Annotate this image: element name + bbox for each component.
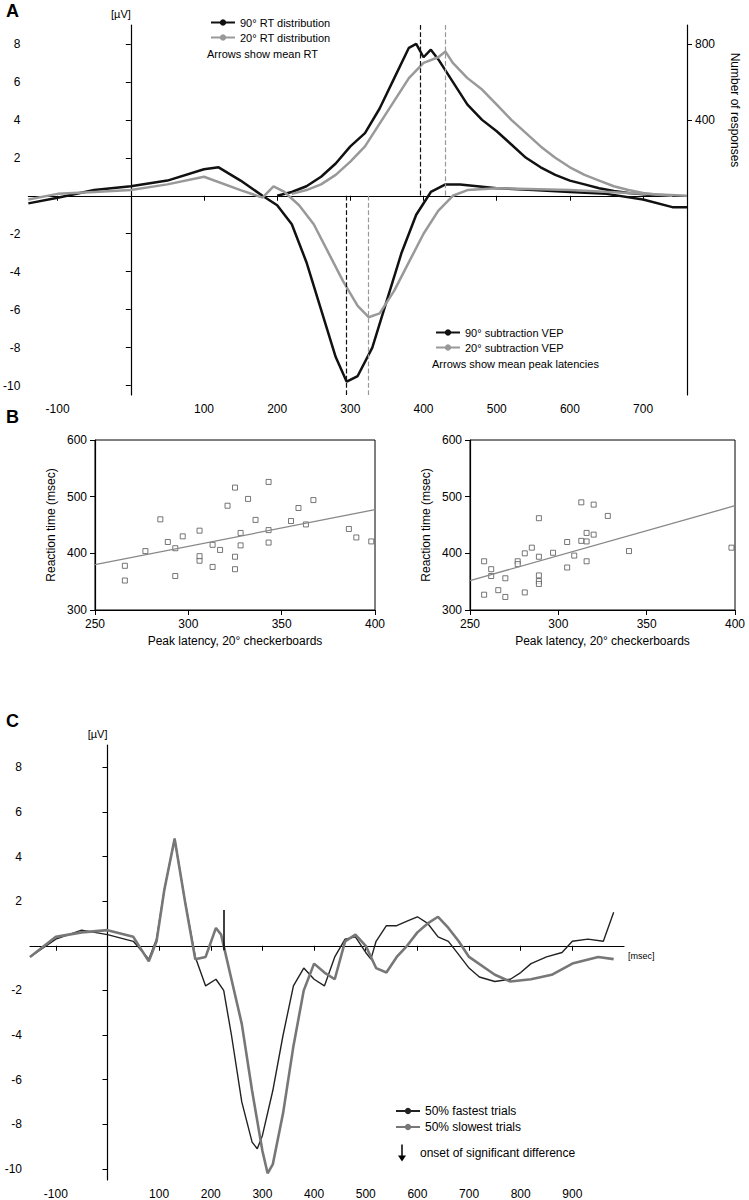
svg-text:8: 8 <box>14 37 21 51</box>
svg-text:250: 250 <box>85 617 105 631</box>
svg-text:onset of significant differenc: onset of significant difference <box>420 1146 576 1160</box>
svg-text:200: 200 <box>201 1187 221 1200</box>
svg-text:4: 4 <box>14 113 21 127</box>
svg-text:2: 2 <box>15 894 22 908</box>
svg-text:C: C <box>6 711 19 731</box>
svg-text:Reaction time (msec): Reaction time (msec) <box>419 468 433 581</box>
svg-text:6: 6 <box>15 805 22 819</box>
svg-text:500: 500 <box>356 1187 376 1200</box>
svg-text:6: 6 <box>14 75 21 89</box>
svg-text:A: A <box>6 1 19 21</box>
svg-text:300: 300 <box>442 603 462 617</box>
svg-text:350: 350 <box>637 617 657 631</box>
svg-text:50% fastest trials: 50% fastest trials <box>425 1104 516 1118</box>
svg-text:-10: -10 <box>3 379 21 393</box>
svg-text:800: 800 <box>511 1187 531 1200</box>
svg-text:100: 100 <box>194 402 214 416</box>
svg-text:400: 400 <box>365 617 385 631</box>
svg-text:-2: -2 <box>11 983 22 997</box>
svg-text:400: 400 <box>67 546 87 560</box>
svg-text:Arrows show mean peak latencie: Arrows show mean peak latencies <box>432 358 599 370</box>
svg-text:20° subtraction VEP: 20° subtraction VEP <box>465 342 564 354</box>
svg-text:700: 700 <box>459 1187 479 1200</box>
svg-text:4: 4 <box>15 850 22 864</box>
svg-text:[msec]: [msec] <box>628 951 655 961</box>
svg-text:Reaction time (msec): Reaction time (msec) <box>44 468 58 581</box>
svg-text:8: 8 <box>15 760 22 774</box>
svg-text:Number of responses: Number of responses <box>728 53 742 168</box>
svg-text:-6: -6 <box>11 1073 22 1087</box>
svg-text:[µV]: [µV] <box>88 728 108 740</box>
svg-text:100: 100 <box>149 1187 169 1200</box>
svg-text:90° subtraction VEP: 90° subtraction VEP <box>465 327 564 339</box>
svg-text:90° RT distribution: 90° RT distribution <box>240 17 330 29</box>
svg-text:400: 400 <box>725 617 745 631</box>
svg-text:400: 400 <box>304 1187 324 1200</box>
svg-text:300: 300 <box>340 402 360 416</box>
svg-text:-6: -6 <box>10 303 21 317</box>
svg-text:600: 600 <box>67 433 87 447</box>
svg-text:600: 600 <box>407 1187 427 1200</box>
svg-text:600: 600 <box>442 433 462 447</box>
svg-text:50% slowest trials: 50% slowest trials <box>425 1120 521 1134</box>
svg-text:-100: -100 <box>44 1187 68 1200</box>
svg-text:-8: -8 <box>11 1117 22 1131</box>
svg-text:300: 300 <box>67 603 87 617</box>
svg-text:B: B <box>6 407 19 427</box>
svg-text:400: 400 <box>442 546 462 560</box>
svg-text:-100: -100 <box>46 402 70 416</box>
svg-text:Peak latency, 20° checkerboard: Peak latency, 20° checkerboards <box>148 634 323 648</box>
svg-text:600: 600 <box>560 402 580 416</box>
svg-text:500: 500 <box>442 490 462 504</box>
svg-text:[µV]: [µV] <box>111 8 131 20</box>
svg-text:800: 800 <box>695 37 715 51</box>
svg-text:-4: -4 <box>11 1028 22 1042</box>
svg-text:-2: -2 <box>10 227 21 241</box>
svg-text:300: 300 <box>252 1187 272 1200</box>
svg-text:-4: -4 <box>10 265 21 279</box>
svg-text:500: 500 <box>487 402 507 416</box>
svg-text:-10: -10 <box>5 1162 23 1176</box>
svg-text:300: 300 <box>548 617 568 631</box>
svg-text:900: 900 <box>562 1187 582 1200</box>
svg-text:400: 400 <box>414 402 434 416</box>
svg-text:2: 2 <box>14 151 21 165</box>
svg-text:700: 700 <box>633 402 653 416</box>
svg-text:Arrows show mean RT: Arrows show mean RT <box>207 48 318 60</box>
svg-text:300: 300 <box>178 617 198 631</box>
svg-text:250: 250 <box>460 617 480 631</box>
svg-text:Peak latency, 20° checkerboard: Peak latency, 20° checkerboards <box>515 634 690 648</box>
svg-text:-8: -8 <box>10 341 21 355</box>
svg-text:500: 500 <box>67 490 87 504</box>
svg-text:350: 350 <box>272 617 292 631</box>
svg-text:20° RT distribution: 20° RT distribution <box>240 32 330 44</box>
svg-text:400: 400 <box>695 113 715 127</box>
svg-text:200: 200 <box>267 402 287 416</box>
